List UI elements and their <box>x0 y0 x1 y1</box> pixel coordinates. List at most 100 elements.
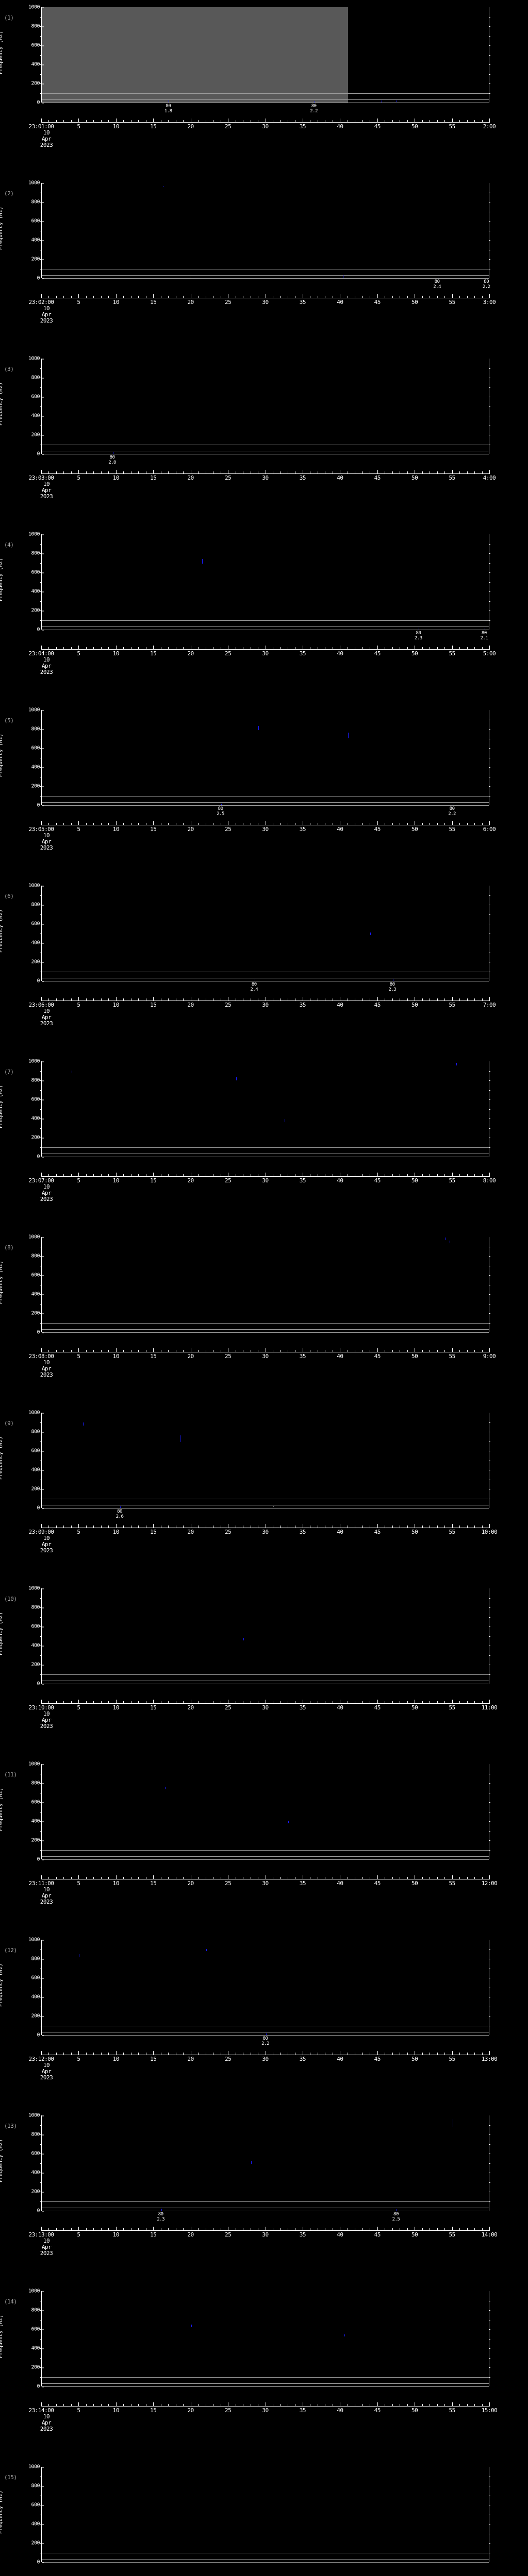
y-axis-minor-tick <box>40 1626 42 1627</box>
event-annotation-line: 2.5 <box>392 2217 400 2222</box>
plot-area: 0 200 400 600 800 1000 <box>28 356 490 457</box>
x-axis-tick-label: 40 <box>337 1704 343 1711</box>
event-annotation-line: 80 <box>449 806 455 811</box>
x-axis-tick <box>93 2404 94 2406</box>
x-axis-tick <box>198 120 199 123</box>
x-axis-tick-label: 50 <box>411 1704 418 1711</box>
x-axis-date-line: 10 <box>43 305 50 312</box>
x-axis-tick <box>153 2402 154 2406</box>
x-axis-date-line: 10 <box>43 1710 50 1717</box>
panel-index-label: (6) <box>4 893 14 900</box>
y-axis-minor-tick <box>489 2329 490 2330</box>
y-axis-minor-tick <box>40 895 42 896</box>
x-axis <box>41 646 490 650</box>
x-axis-tick-label: 20 <box>187 1704 194 1711</box>
y-axis-minor-tick <box>489 2134 490 2135</box>
x-axis-tick-label: 30 <box>262 1704 269 1711</box>
y-axis-tick: 600 <box>31 1448 44 1454</box>
y-axis-tick: 0 <box>37 276 44 281</box>
x-axis-tick <box>123 647 124 650</box>
x-axis-tick <box>362 471 363 474</box>
x-axis-tick <box>474 471 475 474</box>
x-axis-tick-label: 55 <box>449 2407 455 2414</box>
x-axis-tick <box>467 1526 468 1528</box>
event-annotation: 80 2.3 <box>388 982 396 992</box>
detection-mark <box>251 2161 252 2164</box>
y-axis-minor-tick <box>40 93 42 94</box>
event-annotation-line: 80 <box>389 982 395 987</box>
x-axis-tick-label: 20 <box>187 1353 194 1360</box>
x-axis-tick <box>56 1701 57 1704</box>
y-axis-minor-tick <box>40 2144 42 2145</box>
x-axis-tick <box>198 296 199 298</box>
x-axis-tick <box>48 1877 50 1879</box>
x-axis-tick-label: 30 <box>262 1529 269 1535</box>
y-axis-minor-tick <box>40 1802 42 1803</box>
x-axis-tick <box>198 471 199 474</box>
plot-area: 0 200 400 600 800 1000 <box>28 2289 490 2389</box>
y-axis-minor-tick <box>489 406 490 407</box>
panel-index-label: (14) <box>4 2298 17 2305</box>
x-axis-tick-label: 50 <box>411 1353 418 1360</box>
detection-mark <box>161 2209 162 2211</box>
x-axis-tick <box>407 2404 408 2406</box>
x-axis-tick <box>444 2404 446 2406</box>
x-axis-tick <box>48 1701 50 1704</box>
x-axis-tick <box>41 294 42 298</box>
event-annotation-line: 80 <box>158 2212 163 2217</box>
x-axis-date-line: 10 <box>43 832 50 839</box>
y-axis-minor-tick <box>489 572 490 573</box>
x-axis-tick-label: 30 <box>262 2407 269 2414</box>
x-axis-tick <box>168 647 169 650</box>
x-axis-tick-label: 40 <box>337 826 343 833</box>
x-axis-tick-label: 25 <box>224 2407 232 2414</box>
x-axis-tick-label: 10 <box>112 474 120 481</box>
x-axis-tick <box>41 1524 42 1528</box>
y-axis-minor-tick <box>40 45 42 46</box>
detection-mark <box>348 733 349 738</box>
x-axis-tick <box>437 998 438 1001</box>
x-axis-date-line: 10 <box>43 129 50 136</box>
x-axis-date-line: Apr <box>41 1541 52 1548</box>
y-axis-minor-tick <box>489 1831 490 1832</box>
x-axis-tick <box>489 1875 490 1879</box>
y-axis-tick: 200 <box>31 81 44 87</box>
y-axis-minor-tick <box>40 240 42 241</box>
x-axis-tick <box>78 821 79 825</box>
y-axis-minor-tick <box>489 2125 490 2126</box>
x-axis-tick <box>407 1526 408 1528</box>
x-axis-tick <box>459 823 460 825</box>
y-axis-minor-tick <box>489 2358 490 2359</box>
x-axis-tick-label: 30 <box>262 650 269 657</box>
y-axis-minor-tick <box>489 36 490 37</box>
x-axis-start-label: 23:07:00 <box>28 1177 54 1184</box>
x-axis-tick <box>56 2228 57 2231</box>
x-axis-tick <box>474 120 475 123</box>
x-axis-date-label: 10 Apr 2023 <box>40 1184 53 1202</box>
y-axis-tick: 400 <box>31 1292 44 1297</box>
x-axis-tick <box>437 1174 438 1177</box>
x-axis-tick <box>116 1524 117 1528</box>
x-axis-tick-label: 45 <box>374 1177 381 1184</box>
x-axis-tick <box>138 1701 139 1704</box>
x-axis-tick-label: 20 <box>187 299 194 306</box>
x-axis <box>41 1173 490 1177</box>
x-axis-tick <box>482 471 483 474</box>
x-axis-tick <box>467 2053 468 2055</box>
x-axis-tick <box>41 2051 42 2055</box>
x-axis-tick-label: 50 <box>411 1529 418 1535</box>
event-annotation: 80 2.2 <box>483 279 490 290</box>
x-axis-tick-label: 35 <box>299 2231 306 2238</box>
panel-index-label: (4) <box>4 541 14 548</box>
y-axis-tick: 400 <box>31 1467 44 1473</box>
x-axis-tick <box>198 2228 199 2231</box>
x-axis-tick <box>123 1877 124 1879</box>
x-axis-tick <box>489 2402 490 2406</box>
y-axis-tick: 200 <box>31 959 44 965</box>
x-axis-tick <box>362 2228 363 2231</box>
event-annotation-line: 2.4 <box>433 284 441 290</box>
x-axis-tick <box>444 647 446 650</box>
y-axis-minor-tick <box>40 1147 42 1148</box>
x-axis-tick <box>198 647 199 650</box>
y-axis-tick: 800 <box>31 2308 44 2313</box>
